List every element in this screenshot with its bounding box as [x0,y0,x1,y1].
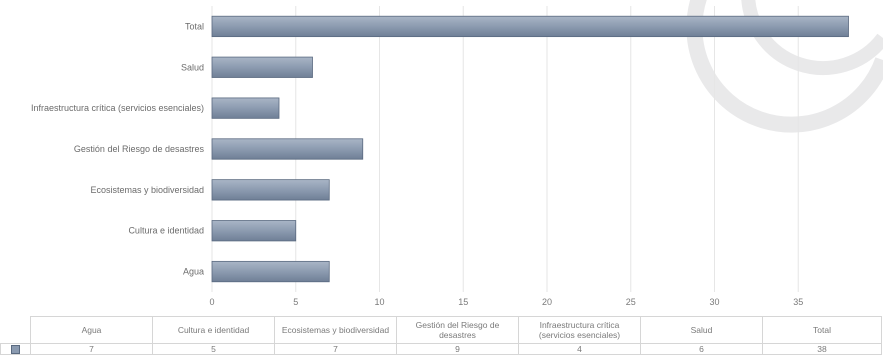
category-label: Ecosistemas y biodiversidad [90,185,204,195]
category-label: Salud [181,62,204,72]
x-tick-label: 10 [374,297,384,307]
chart-svg: Total Salud Infraestructura crítica (servi… [31,0,883,307]
bar [211,260,330,283]
table-header-cell: Cultura e identidad [152,316,275,344]
bars [211,15,849,283]
category-labels: Total Salud Infraestructura crítica (servi… [31,21,205,276]
x-axis-ticks: 0 5 10 15 20 25 30 35 [209,297,803,307]
category-label: Agua [183,267,204,277]
bar [211,179,330,201]
x-tick-label: 15 [458,297,468,307]
table-value-cell: 4 [518,343,641,355]
table-header-cell: Salud [640,316,763,344]
legend-key-icon [11,344,20,354]
bar [211,138,364,160]
table-value-cell: 38 [762,343,882,355]
x-tick-label: 25 [626,297,636,307]
x-tick-label: 30 [709,297,719,307]
x-tick-label: 20 [542,297,552,307]
table-header-row: Agua Cultura e identidad Ecosistemas y b… [0,316,882,344]
category-label: Total [185,21,204,31]
table-header-cell: Infraestructura crítica (servicios esenc… [518,316,641,344]
bar [211,97,280,119]
bar-chart: Total Salud Infraestructura crítica (servi… [31,0,883,307]
bar [211,220,297,242]
legend-key-cell [0,343,31,355]
x-tick-label: 35 [793,297,803,307]
x-tick-label: 0 [209,297,214,307]
table-value-row: 7 5 7 9 4 6 38 [0,343,882,355]
decorative-ring [686,0,883,133]
bar [211,56,313,78]
table-header-cell: Agua [30,316,153,344]
table-value-cell: 6 [640,343,763,355]
bar [211,15,849,38]
category-label: Infraestructura crítica (servicios esenc… [31,103,204,113]
x-tick-label: 5 [293,297,298,307]
table-value-cell: 7 [274,343,397,355]
table-corner-cell [0,316,31,344]
gridlines [211,6,799,292]
table-value-cell: 5 [152,343,275,355]
table-value-cell: 9 [396,343,519,355]
category-label: Cultura e identidad [128,226,204,236]
category-label: Gestión del Riesgo de desastres [74,144,205,154]
table-value-cell: 7 [30,343,153,355]
table-header-cell: Total [762,316,882,344]
data-table: Agua Cultura e identidad Ecosistemas y b… [0,316,882,355]
table-header-cell: Gestión del Riesgo de desastres [396,316,519,344]
table-header-cell: Ecosistemas y biodiversidad [274,316,397,344]
